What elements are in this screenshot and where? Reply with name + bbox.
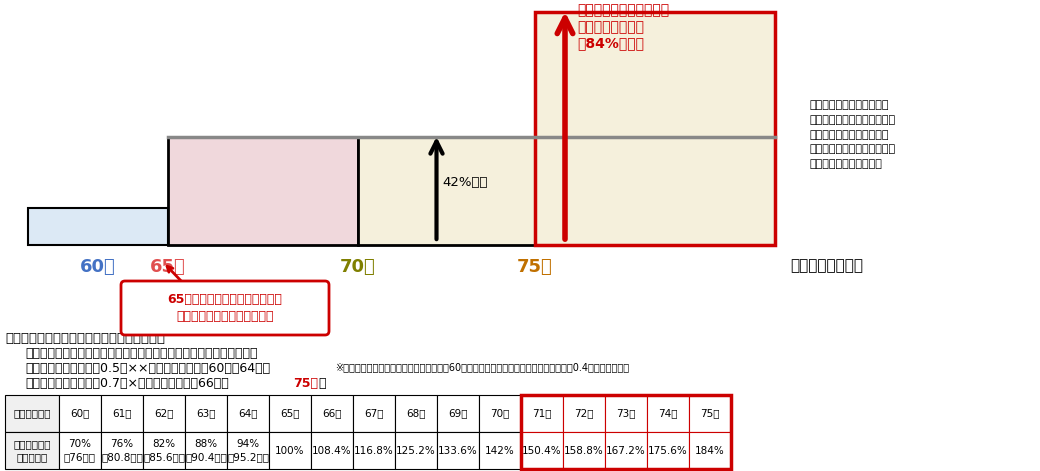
Bar	[5, 432, 59, 469]
Text: （84%増額）: （84%増額）	[577, 36, 644, 50]
Text: 167.2%: 167.2%	[606, 446, 646, 455]
Text: 69歳: 69歳	[448, 408, 468, 419]
Text: 150.4%: 150.4%	[522, 446, 562, 455]
Bar	[353, 432, 395, 469]
Bar	[521, 395, 563, 432]
Bar	[690, 432, 731, 469]
Text: 70%
（76％）: 70% （76％）	[64, 439, 96, 462]
Text: 61歳: 61歳	[112, 408, 132, 419]
Text: 60歳: 60歳	[80, 258, 115, 276]
Text: 116.8%: 116.8%	[355, 446, 394, 455]
Text: 158.8%: 158.8%	[564, 446, 604, 455]
Text: 67歳: 67歳	[364, 408, 384, 419]
Bar	[168, 137, 358, 245]
Bar	[479, 432, 521, 469]
Text: 今回の改正で７５歳まで: 今回の改正で７５歳まで	[577, 3, 669, 17]
Text: 184%: 184%	[695, 446, 725, 455]
Text: 82%
（85.6％）: 82% （85.6％）	[144, 439, 185, 462]
Text: 63歳: 63歳	[197, 408, 215, 419]
Bar	[311, 395, 353, 432]
Text: 71歳: 71歳	[532, 408, 552, 419]
Bar	[227, 432, 269, 469]
Bar	[647, 432, 690, 469]
Text: 75歳: 75歳	[293, 377, 318, 390]
Text: 60歳: 60歳	[71, 408, 89, 419]
Text: 142%: 142%	[485, 446, 515, 455]
Text: 75歳: 75歳	[700, 408, 720, 419]
Text: ※繰上げ減額率は令和４年４月１日以降、60歳に到達する方を対象として、１月あたり0.4％に改正予定。: ※繰上げ減額率は令和４年４月１日以降、60歳に到達する方を対象として、１月あたり…	[335, 362, 629, 372]
Bar	[479, 395, 521, 432]
Text: 65歳: 65歳	[150, 258, 186, 276]
Bar	[647, 395, 690, 432]
Bar	[227, 395, 269, 432]
Bar	[101, 395, 144, 432]
Text: ・繰下げ増額率＝0.7％×繰り下げた月数（66歳～: ・繰下げ増額率＝0.7％×繰り下げた月数（66歳～	[25, 377, 229, 390]
Bar	[185, 395, 227, 432]
Bar	[311, 432, 353, 469]
Text: 74歳: 74歳	[658, 408, 678, 419]
Bar	[144, 432, 185, 469]
Bar	[690, 395, 731, 432]
Bar	[563, 432, 605, 469]
Bar	[28, 208, 168, 245]
Text: 76%
（80.8％）: 76% （80.8％）	[101, 439, 142, 462]
Bar	[535, 12, 775, 245]
Text: 108.4%: 108.4%	[312, 446, 352, 455]
Text: 70歳: 70歳	[490, 408, 510, 419]
Bar	[521, 395, 731, 469]
Text: 75歳: 75歳	[517, 258, 553, 276]
Bar	[185, 432, 227, 469]
Text: 42%増額: 42%増額	[442, 177, 488, 189]
Bar	[5, 395, 59, 432]
Text: 減額率・増額率は請求時点（月単位）に応じて計算される。: 減額率・増額率は請求時点（月単位）に応じて計算される。	[25, 347, 258, 360]
Bar	[358, 137, 535, 245]
Bar	[437, 395, 479, 432]
Text: 175.6%: 175.6%	[648, 446, 687, 455]
Text: 88%
（90.4％）: 88% （90.4％）	[185, 439, 227, 462]
Bar	[144, 395, 185, 432]
Text: 73歳: 73歳	[617, 408, 635, 419]
Bar	[437, 432, 479, 469]
Text: 66歳: 66歳	[322, 408, 342, 419]
Bar	[605, 432, 647, 469]
Text: 平均的な死亡年齢: 平均的な死亡年齢	[790, 258, 863, 273]
Text: 133.6%: 133.6%	[438, 446, 477, 455]
Bar	[395, 432, 437, 469]
Text: 94%
（95.2％）: 94% （95.2％）	[227, 439, 269, 462]
Text: ＊　世代としての平均的な
　　給付総額を示しており、
　　個人によっては受給期
　　間が平均よりも短い人、
　　長い人が存在する。: ＊ 世代としての平均的な 給付総額を示しており、 個人によっては受給期 間が平均…	[810, 100, 896, 169]
Bar	[59, 395, 101, 432]
Bar	[269, 395, 311, 432]
Text: 72歳: 72歳	[574, 408, 594, 419]
Text: 64歳: 64歳	[238, 408, 258, 419]
Bar	[563, 395, 605, 432]
Bar	[353, 395, 395, 432]
Bar	[59, 432, 101, 469]
Text: 65歳からとなっている年金支給
開始年齢の引上げは行わない: 65歳からとなっている年金支給 開始年齢の引上げは行わない	[167, 293, 283, 323]
Text: 125.2%: 125.2%	[396, 446, 436, 455]
Text: 68歳: 68歳	[407, 408, 425, 419]
Text: 請求時の年齢: 請求時の年齢	[14, 408, 51, 419]
Text: 減額・増額率
（改正後）: 減額・増額率 （改正後）	[14, 439, 51, 462]
Bar	[269, 432, 311, 469]
Text: ・繰上げ減額率＝0.5％××繰り上げた月数（60歳～64歳）: ・繰上げ減額率＝0.5％××繰り上げた月数（60歳～64歳）	[25, 362, 270, 375]
Text: 70歳: 70歳	[340, 258, 375, 276]
Text: （参考）繰上げ・繰下げによる減額・増額率: （参考）繰上げ・繰下げによる減額・増額率	[5, 332, 165, 345]
Bar	[395, 395, 437, 432]
Text: 100%: 100%	[276, 446, 305, 455]
Bar	[605, 395, 647, 432]
Text: 65歳: 65歳	[280, 408, 300, 419]
Text: 62歳: 62歳	[154, 408, 174, 419]
FancyBboxPatch shape	[121, 281, 329, 335]
Bar	[521, 432, 563, 469]
Text: ）: ）	[318, 377, 326, 390]
Bar	[101, 432, 144, 469]
Text: 繰下げ可能となる: 繰下げ可能となる	[577, 20, 644, 34]
